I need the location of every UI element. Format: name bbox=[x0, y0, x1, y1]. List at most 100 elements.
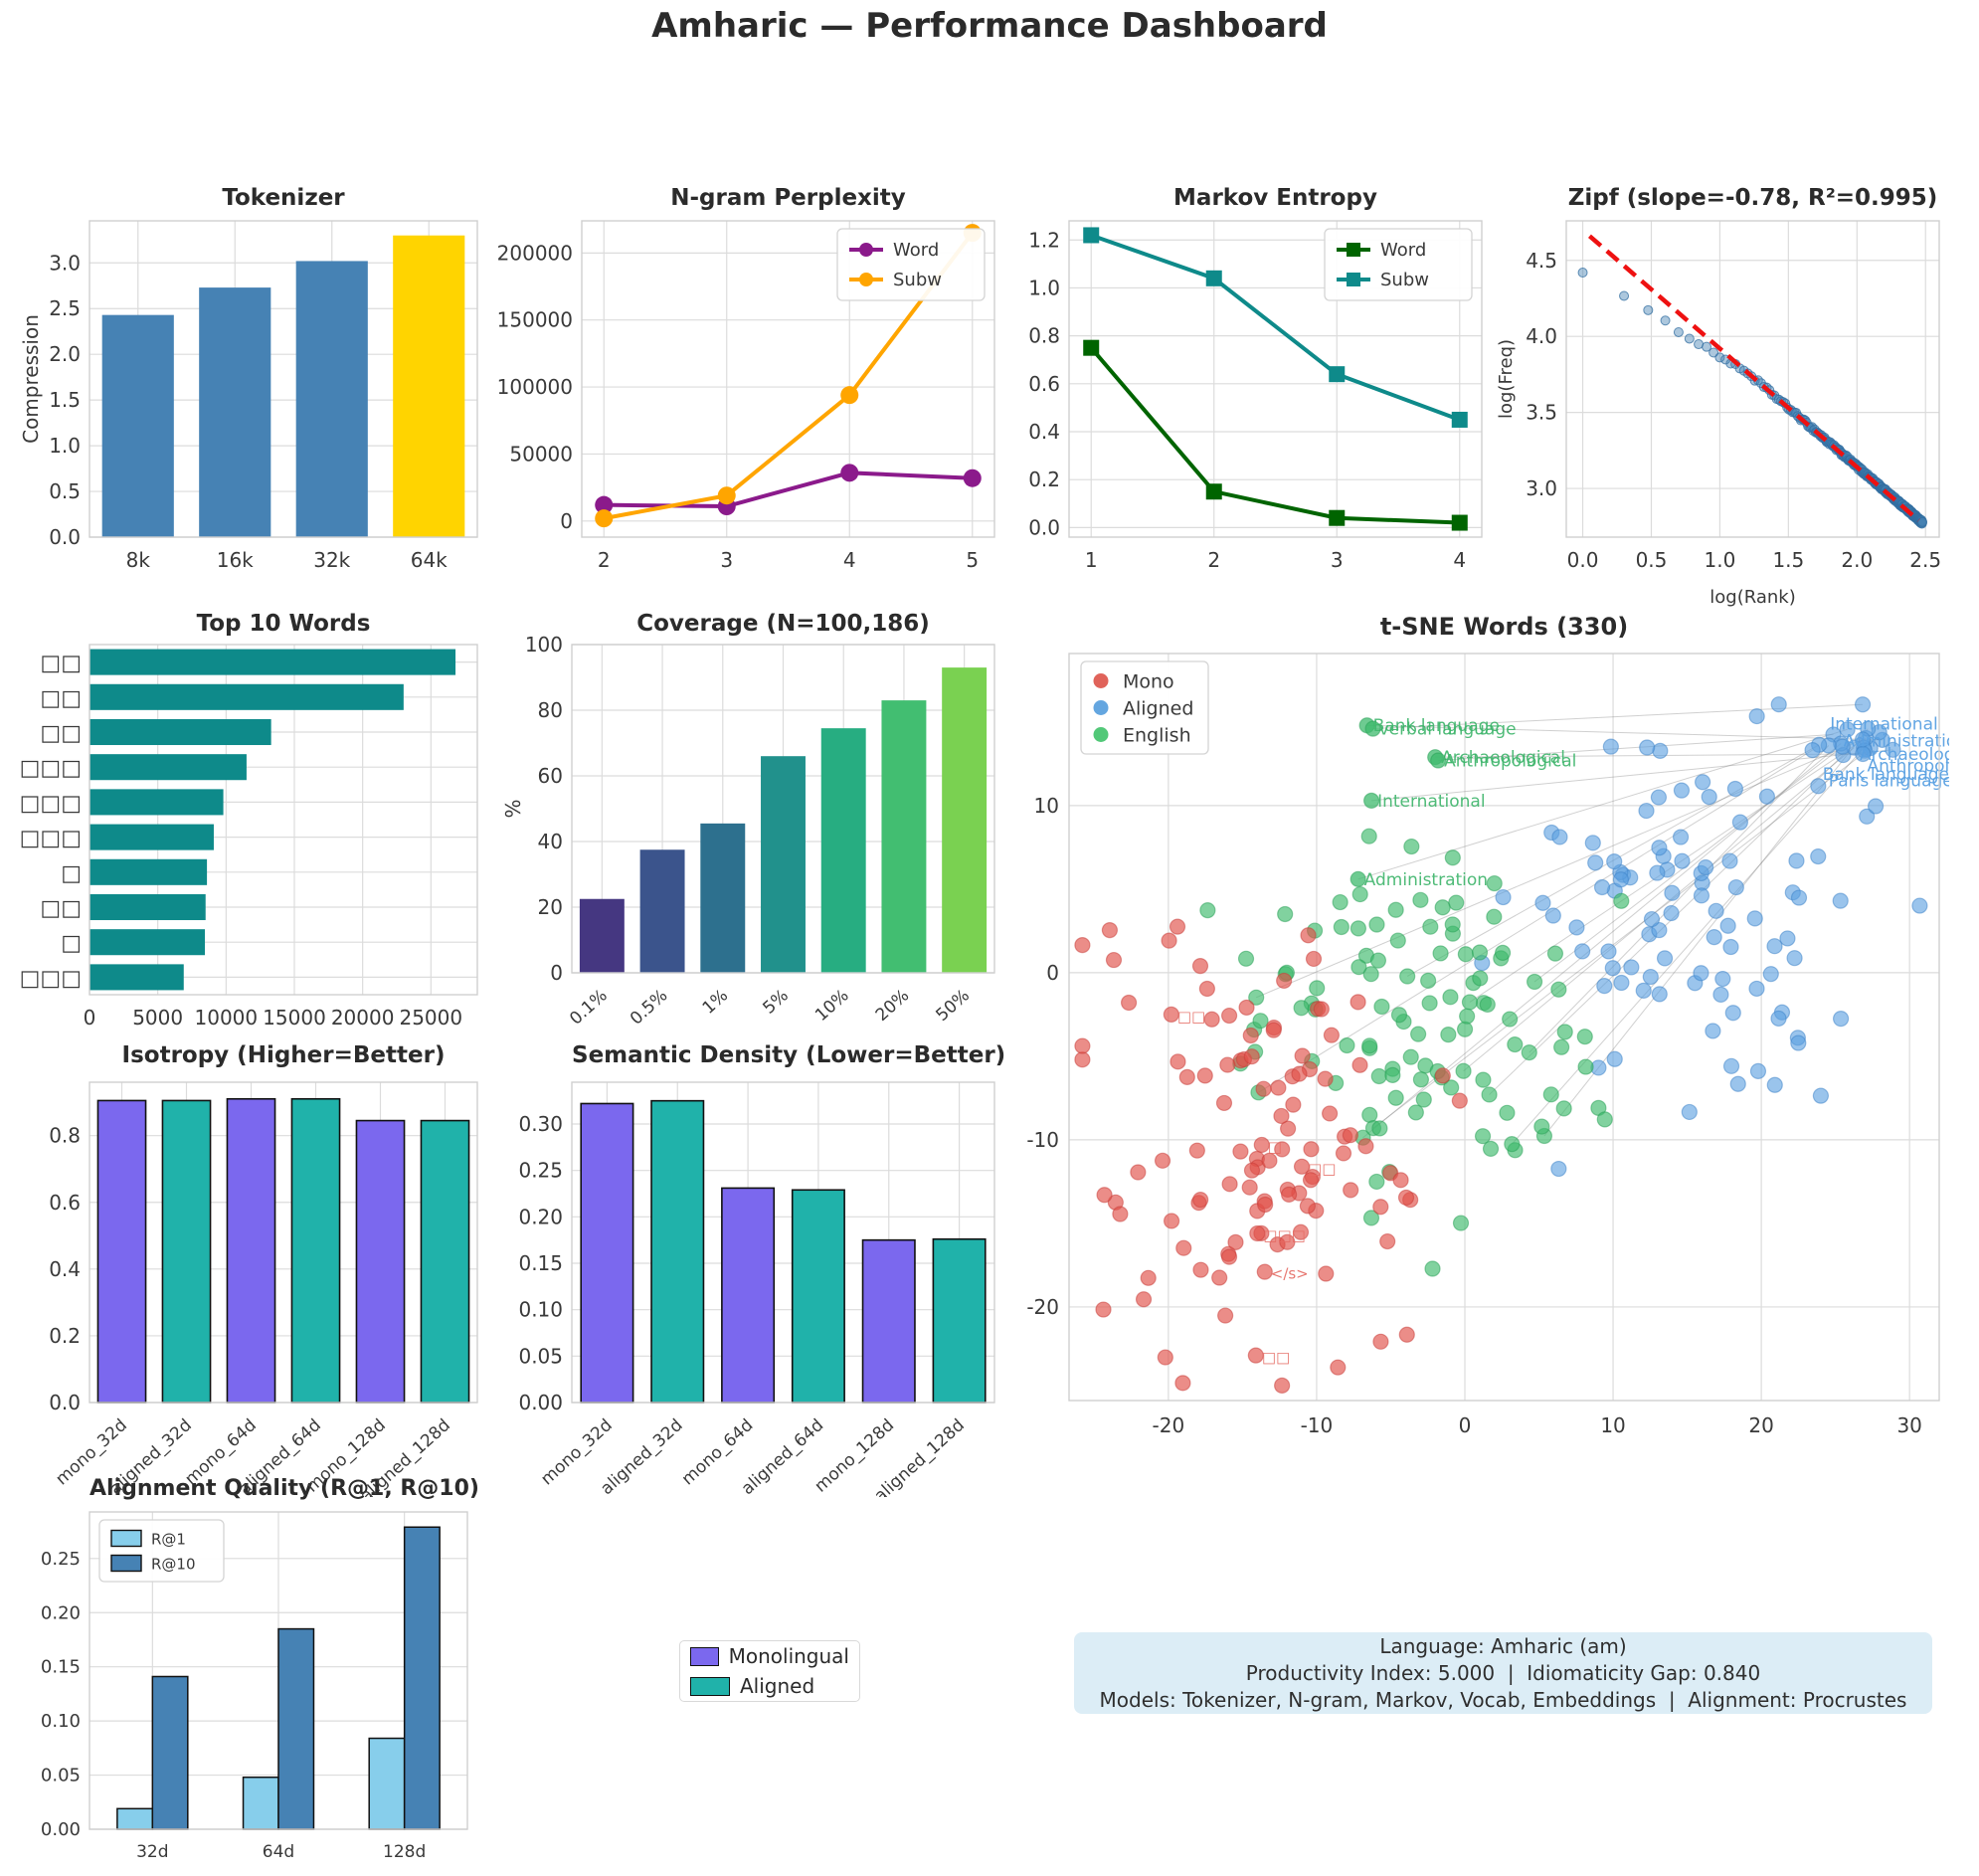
svg-text:4.5: 4.5 bbox=[1526, 249, 1557, 273]
svg-text:0.10: 0.10 bbox=[41, 1711, 81, 1732]
svg-text:0: 0 bbox=[1046, 961, 1059, 985]
svg-text:0.20: 0.20 bbox=[518, 1205, 563, 1228]
title-semantic-density: Semantic Density (Lower=Better) bbox=[572, 1042, 1006, 1068]
svg-text:30: 30 bbox=[1896, 1413, 1921, 1437]
svg-text:3.0: 3.0 bbox=[1526, 476, 1557, 500]
svg-text:10000: 10000 bbox=[195, 1006, 259, 1030]
tsne-annotation-aligned: Archaeological bbox=[1860, 745, 1949, 765]
legend-label: R@10 bbox=[151, 1556, 196, 1574]
svg-text:1.2: 1.2 bbox=[1028, 228, 1060, 252]
tsne-annotation-english: Administration bbox=[1364, 870, 1488, 890]
svg-text:0.1%: 0.1% bbox=[566, 986, 611, 1030]
svg-text:0.10: 0.10 bbox=[518, 1298, 563, 1322]
svg-text:0.20: 0.20 bbox=[41, 1602, 81, 1623]
svg-text:□: □ bbox=[61, 861, 82, 886]
bar-50% bbox=[942, 667, 988, 973]
tsne-cluster-mono bbox=[1074, 918, 1468, 1394]
chart-zipf: 3.0 3.5 4.0 4.5 0.0 0.5 1.0 1.5 2.0 2.5 log(Rank) l… bbox=[1472, 184, 1949, 642]
svg-text:128d: 128d bbox=[383, 1842, 426, 1862]
svg-text:4.0: 4.0 bbox=[1526, 324, 1557, 348]
bar-20% bbox=[881, 700, 927, 973]
title-isotropy: Isotropy (Higher=Better) bbox=[121, 1042, 446, 1068]
bar-word-2 bbox=[90, 683, 404, 710]
svg-text:0: 0 bbox=[84, 1006, 96, 1030]
bar-mono_32d bbox=[580, 1102, 634, 1404]
svg-text:log(Freq): log(Freq) bbox=[1496, 339, 1517, 419]
svg-text:Compression: Compression bbox=[19, 314, 43, 444]
legend-label: Aligned bbox=[1123, 698, 1193, 720]
chart-top-10-words: 0 5000 10000 15000 20000 25000 □□ □□ □□ □□□ □□□ □□□… bbox=[15, 612, 487, 1064]
svg-text:2.0: 2.0 bbox=[1841, 548, 1873, 572]
tsne-annotation-english: Archaeological bbox=[1441, 748, 1565, 768]
bar-R@10-64d bbox=[277, 1627, 315, 1830]
svg-text:64d: 64d bbox=[263, 1842, 294, 1862]
bar-word-6 bbox=[90, 824, 214, 850]
svg-text:□□□: □□□ bbox=[20, 966, 82, 991]
bar-5% bbox=[761, 756, 806, 973]
svg-text:20: 20 bbox=[538, 895, 563, 919]
info-models: Models: Tokenizer, N-gram, Markov, Vocab… bbox=[1099, 1687, 1907, 1712]
chart-semantic-density: 0.00 0.05 0.10 0.15 0.20 0.25 0.30 mono_32d alig… bbox=[497, 1039, 1004, 1497]
svg-text:1: 1 bbox=[1085, 548, 1098, 572]
bar-word-1 bbox=[90, 649, 456, 675]
series-word bbox=[1089, 346, 1460, 525]
svg-text:0.2: 0.2 bbox=[49, 1324, 81, 1348]
svg-text:0.8: 0.8 bbox=[1028, 324, 1060, 348]
svg-text:0.6: 0.6 bbox=[49, 1191, 81, 1215]
svg-text:50000: 50000 bbox=[509, 442, 573, 466]
title-coverage: Coverage (N=100,186) bbox=[636, 611, 930, 637]
tsne-annotation-english: Bank language bbox=[1373, 716, 1500, 736]
svg-text:2.5: 2.5 bbox=[1909, 548, 1941, 572]
svg-text:2.5: 2.5 bbox=[49, 296, 81, 320]
tsne-annotation-aligned: Paris language bbox=[1829, 772, 1949, 792]
chart-markov-entropy: 0.0 0.2 0.4 0.6 0.8 1.0 1.2 1 2 3 4 Word Subw bbox=[985, 184, 1492, 582]
svg-text:20000: 20000 bbox=[331, 1006, 395, 1030]
info-language: Language: Amharic (am) bbox=[1379, 1633, 1627, 1658]
tsne-annotation-aligned: International bbox=[1830, 715, 1938, 735]
tsne-annotation-english: International bbox=[1377, 792, 1486, 812]
bar-R@1-64d bbox=[242, 1776, 279, 1830]
tsne-annotation-mono: □□□ bbox=[1263, 1226, 1306, 1244]
tsne-annotation-mono: □ bbox=[1268, 1138, 1282, 1156]
svg-text:0.15: 0.15 bbox=[518, 1251, 563, 1275]
bar-aligned_64d bbox=[791, 1189, 845, 1404]
bar-aligned_64d bbox=[290, 1097, 341, 1404]
svg-text:100: 100 bbox=[525, 633, 563, 657]
svg-text:200000: 200000 bbox=[497, 241, 573, 265]
svg-text:%: % bbox=[501, 799, 525, 818]
tsne-cluster-aligned bbox=[1474, 696, 1928, 1178]
svg-text:0.2: 0.2 bbox=[1028, 468, 1060, 491]
svg-text:25000: 25000 bbox=[399, 1006, 462, 1030]
legend-label: Aligned bbox=[740, 1674, 815, 1698]
legend-label: Mono bbox=[1123, 671, 1174, 693]
svg-text:0.4: 0.4 bbox=[1028, 420, 1060, 444]
svg-text:0: 0 bbox=[560, 509, 573, 533]
svg-text:0.8: 0.8 bbox=[49, 1124, 81, 1148]
bar-16k bbox=[199, 287, 271, 537]
svg-text:-20: -20 bbox=[1153, 1413, 1185, 1437]
tsne-annotation-english: verbal language bbox=[1379, 720, 1517, 740]
svg-text:50%: 50% bbox=[933, 986, 974, 1026]
svg-text:□□: □□ bbox=[40, 686, 82, 711]
tsne-annotation-aligned: Anthropological bbox=[1867, 757, 1949, 777]
svg-text:20%: 20% bbox=[872, 986, 913, 1026]
bar-word-3 bbox=[90, 718, 271, 746]
bar-word-5 bbox=[90, 789, 224, 816]
svg-text:2: 2 bbox=[598, 548, 611, 572]
chart-coverage: 0 20 40 60 80 100 0.1% 0.5% 1% 5% 10% 20% 50%% bbox=[497, 612, 1004, 1074]
svg-text:1%: 1% bbox=[699, 986, 732, 1019]
svg-text:□: □ bbox=[61, 931, 82, 956]
bar-aligned_32d bbox=[650, 1099, 705, 1404]
chart-ngram-perplexity: 0 50000 100000 150000 200000 2 3 4 5 Word Subw bbox=[477, 184, 1004, 582]
svg-text:8k: 8k bbox=[126, 548, 151, 572]
legend-label: Subw bbox=[1380, 270, 1429, 290]
svg-text:4: 4 bbox=[1453, 548, 1466, 572]
title-ngram: N-gram Perplexity bbox=[670, 185, 906, 211]
svg-text:1.0: 1.0 bbox=[1705, 548, 1736, 572]
tsne-annotation-mono: □□ bbox=[1308, 1160, 1336, 1178]
svg-text:0.5%: 0.5% bbox=[627, 986, 671, 1030]
legend-label: Word bbox=[1380, 240, 1426, 261]
svg-text:□□: □□ bbox=[40, 721, 82, 746]
bar-R@1-128d bbox=[368, 1737, 406, 1830]
svg-text:0.0: 0.0 bbox=[1028, 515, 1060, 539]
